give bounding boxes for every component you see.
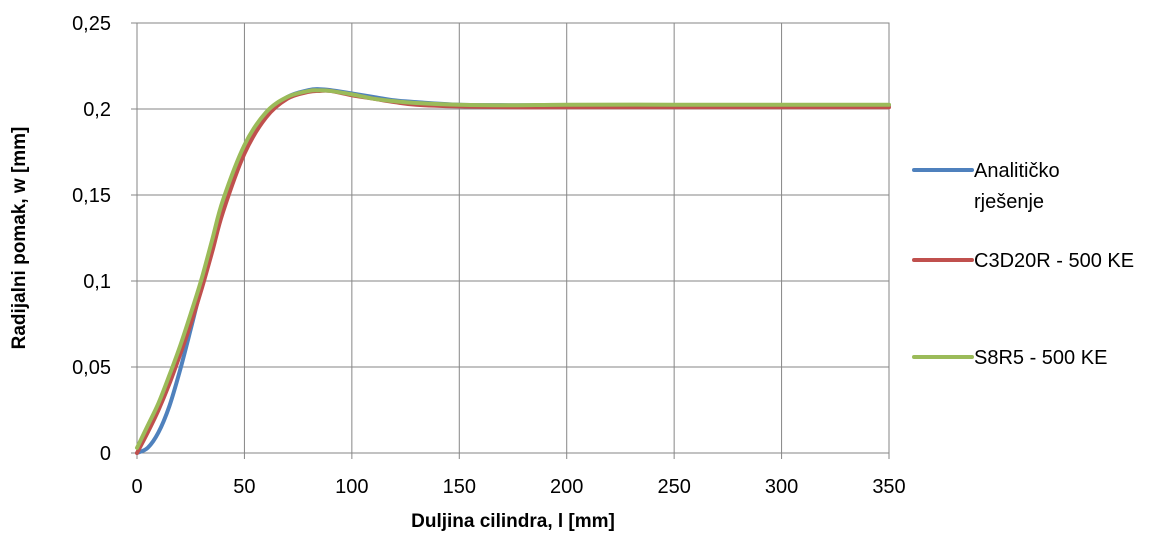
x-tick-label: 0 bbox=[131, 476, 142, 498]
x-tick-label: 350 bbox=[872, 476, 905, 498]
x-tick-label: 50 bbox=[233, 476, 255, 498]
legend-item-c3d20r: C3D20R - 500 KE bbox=[912, 250, 1134, 272]
y-axis-ticks: 0 0,05 0,1 0,15 0,2 0,25 bbox=[72, 13, 137, 465]
series-lines bbox=[135, 87, 891, 455]
y-tick-label: 0,2 bbox=[83, 99, 111, 121]
legend-item-analiticko-rjesenje: Analitičko rješenje bbox=[912, 160, 1060, 213]
series-c3d20r-line bbox=[135, 88, 891, 455]
legend: Analitičko rješenje C3D20R - 500 KE S8R5 - … bbox=[912, 160, 1134, 369]
legend-label: rješenje bbox=[974, 191, 1044, 213]
legend-label: C3D20R - 500 KE bbox=[974, 250, 1134, 272]
x-tick-label: 250 bbox=[657, 476, 690, 498]
y-axis-title: Radijalni pomak, w [mm] bbox=[9, 127, 30, 350]
x-tick-label: 150 bbox=[443, 476, 476, 498]
grid-lines bbox=[136, 22, 890, 454]
series-s8r5-line bbox=[135, 88, 891, 450]
x-tick-label: 300 bbox=[765, 476, 798, 498]
y-tick-label: 0,15 bbox=[72, 185, 111, 207]
x-tick-label: 200 bbox=[550, 476, 583, 498]
y-tick-label: 0 bbox=[100, 443, 111, 465]
y-tick-label: 0,25 bbox=[72, 13, 111, 35]
legend-label: Analitičko bbox=[974, 160, 1060, 182]
x-axis-title: Duljina cilindra, l [mm] bbox=[411, 511, 615, 532]
y-tick-label: 0,1 bbox=[83, 271, 111, 293]
legend-label: S8R5 - 500 KE bbox=[974, 347, 1107, 369]
x-tick-label: 100 bbox=[335, 476, 368, 498]
y-tick-label: 0,05 bbox=[72, 357, 111, 379]
plot-area bbox=[136, 22, 890, 454]
legend-item-s8r5: S8R5 - 500 KE bbox=[912, 347, 1107, 369]
x-axis-ticks: 0 50 100 150 200 250 300 350 bbox=[131, 453, 906, 498]
